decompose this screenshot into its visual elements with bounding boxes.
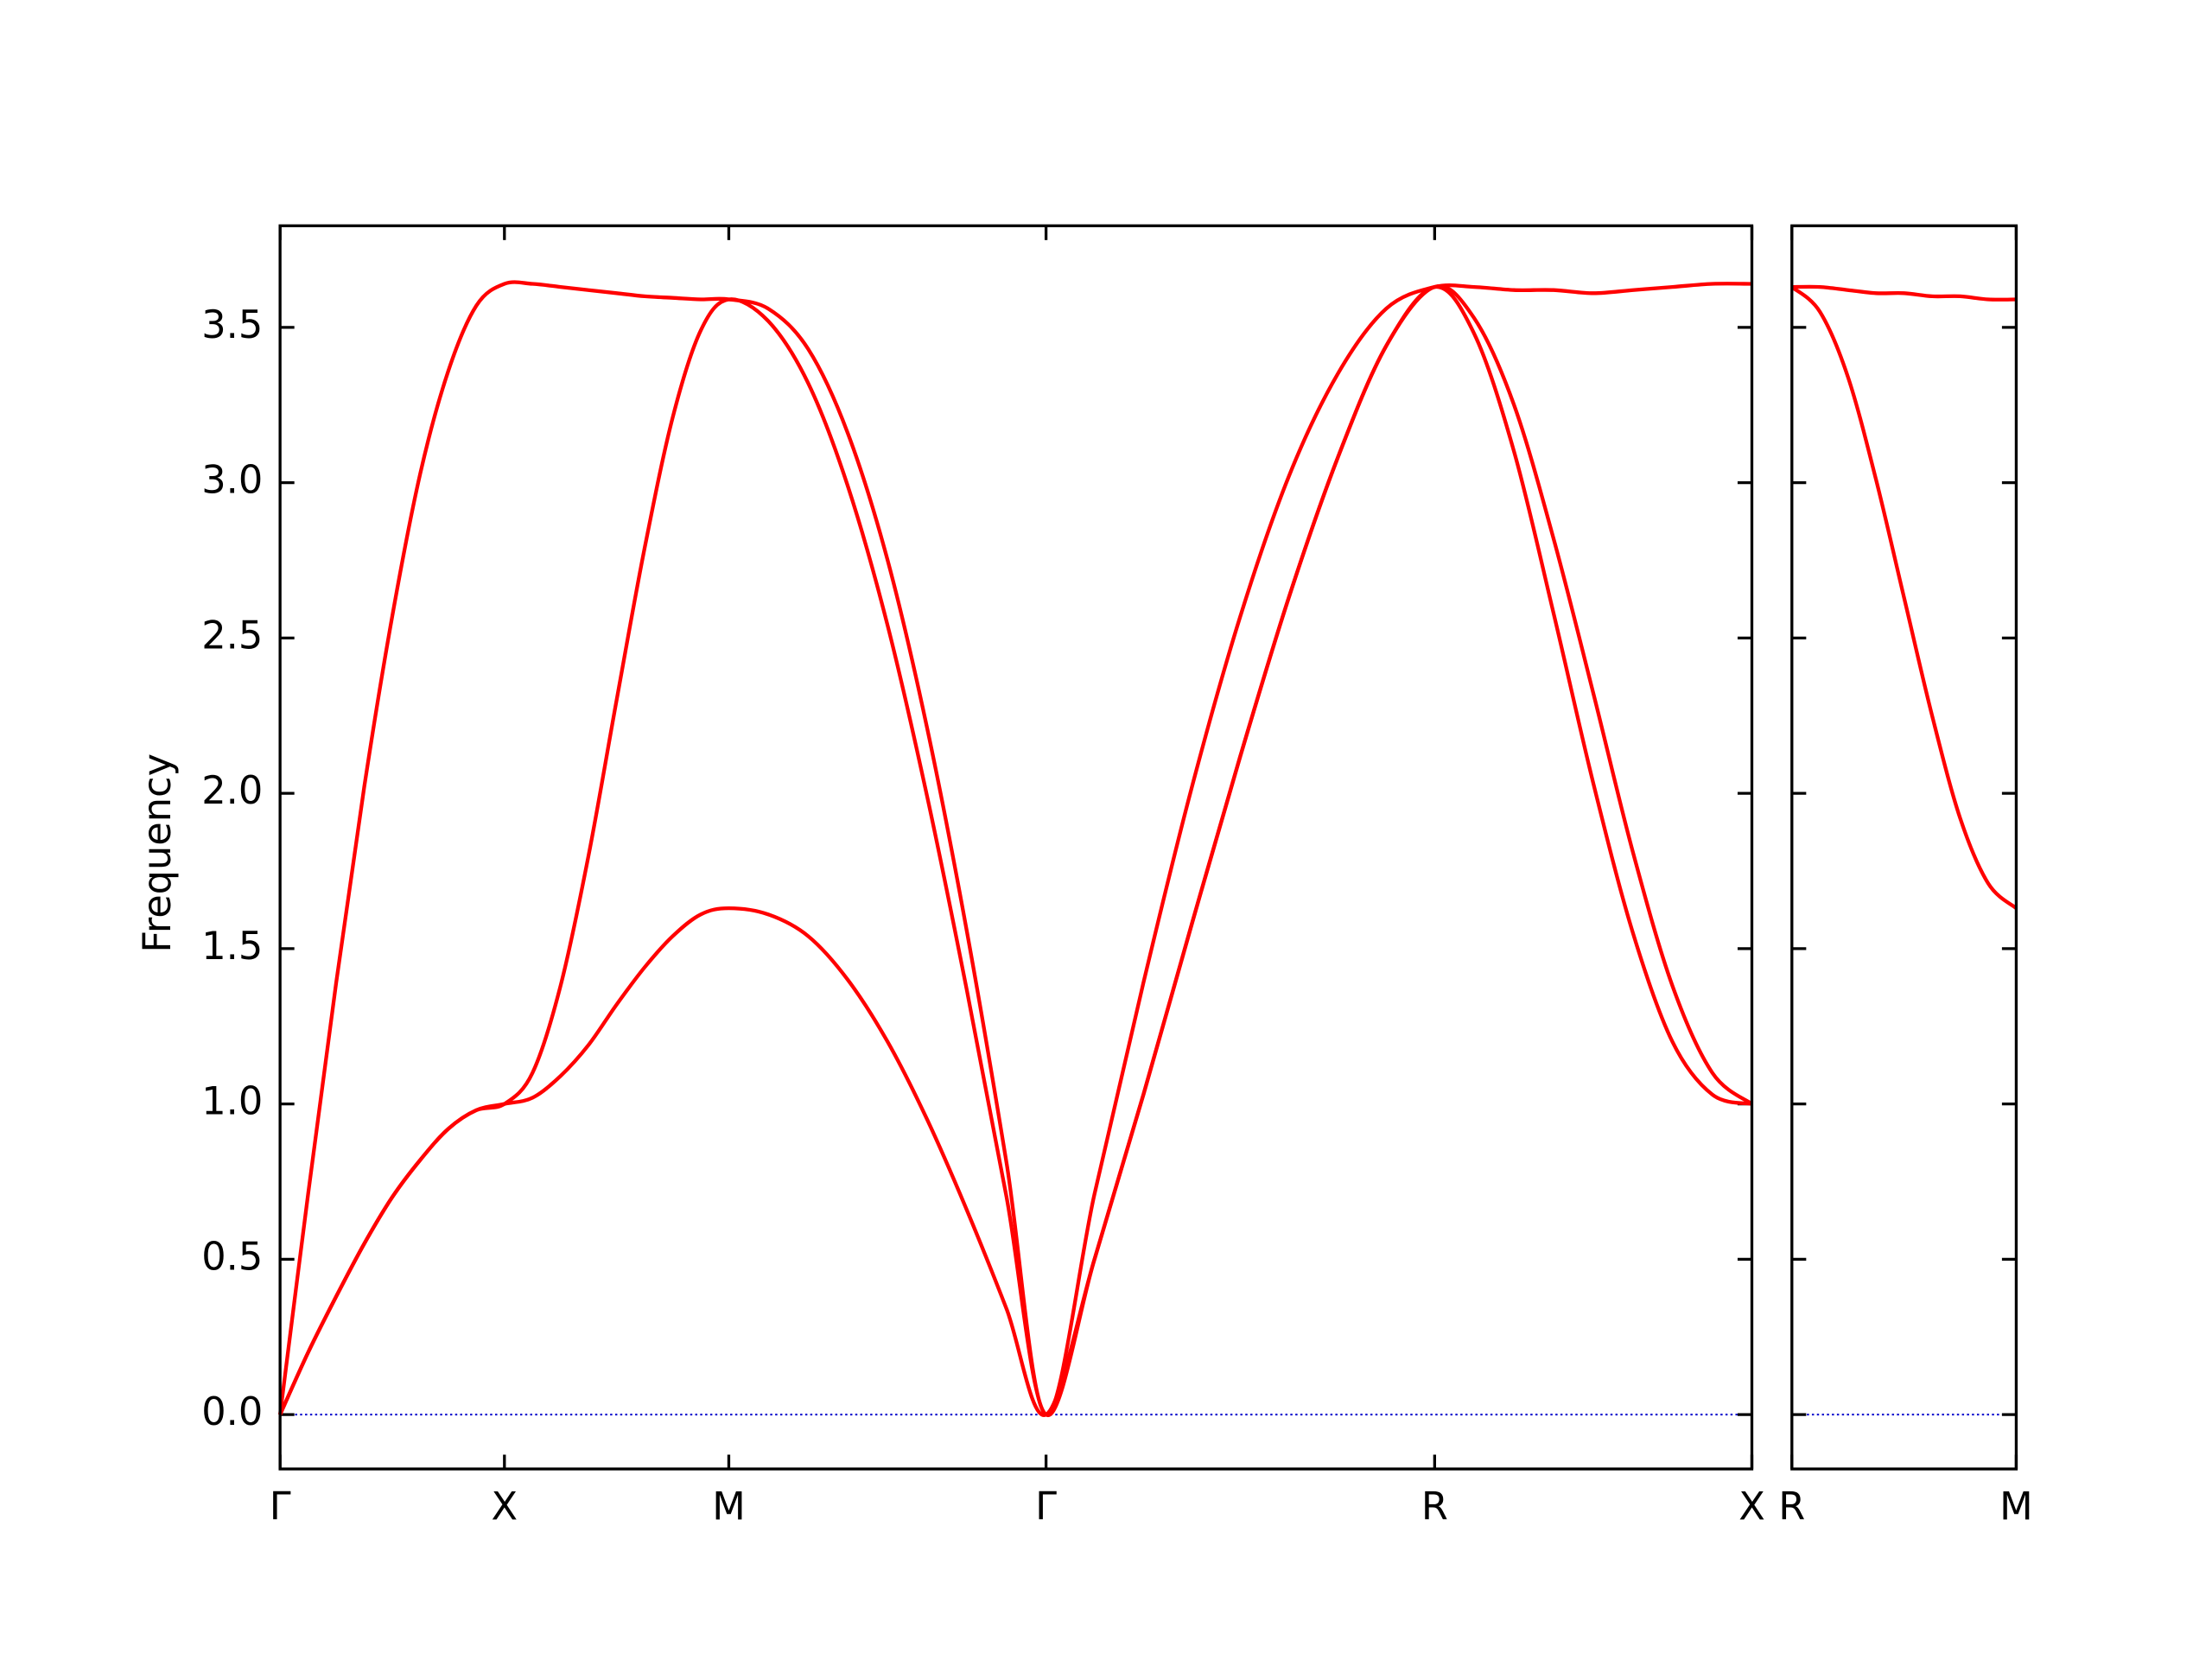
band-line xyxy=(1790,285,2018,910)
band-line xyxy=(278,284,1753,1417)
x-tick-label: X xyxy=(491,1484,518,1529)
band-line xyxy=(1791,284,2017,302)
x-tick-label: M xyxy=(712,1484,746,1529)
x-tick-label: M xyxy=(1999,1484,2033,1529)
y-tick-label: 2.5 xyxy=(201,613,263,658)
x-tick-label: X xyxy=(1738,1484,1765,1529)
y-tick-label: 3.5 xyxy=(201,302,263,347)
y-tick-label: 0.0 xyxy=(201,1389,263,1434)
y-tick-label: 1.5 xyxy=(201,924,263,969)
x-tick-label: R xyxy=(1421,1484,1448,1529)
plot-frame xyxy=(278,224,1754,1471)
x-tick-label: Γ xyxy=(270,1484,291,1529)
x-tick-label: Γ xyxy=(1035,1484,1057,1529)
y-tick-label: 2.0 xyxy=(201,768,263,813)
y-tick-label: 1.0 xyxy=(201,1079,263,1124)
plot-frame xyxy=(1790,224,2018,1471)
x-tick-label: R xyxy=(1778,1484,1805,1529)
y-tick-label: 3.0 xyxy=(201,458,263,503)
y-axis-label: Frequency xyxy=(135,753,180,953)
band-line xyxy=(278,280,1752,1417)
y-tick-label: 0.5 xyxy=(201,1234,263,1279)
